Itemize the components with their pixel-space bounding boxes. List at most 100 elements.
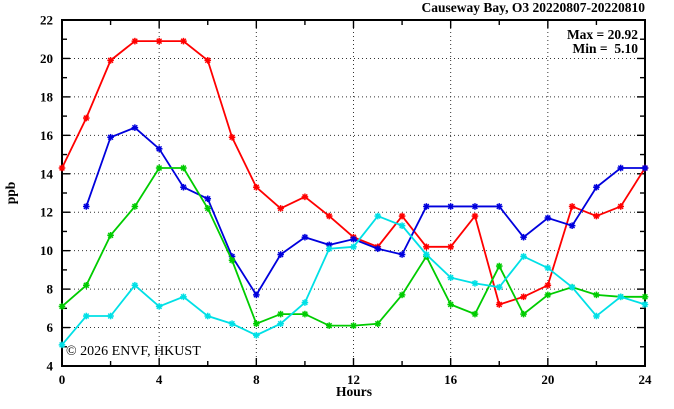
marker-green-line-1 <box>82 281 90 289</box>
marker-blue-line-20 <box>568 222 576 229</box>
marker-blue-line-14 <box>423 203 430 210</box>
marker-stroke <box>544 291 551 298</box>
marker-stroke <box>472 280 478 287</box>
marker-stroke <box>472 213 478 219</box>
marker-stroke <box>156 165 163 171</box>
marker-stroke <box>593 184 600 191</box>
marker-cyan-line-11 <box>325 245 333 253</box>
marker-stroke <box>350 322 357 329</box>
marker-stroke <box>350 243 357 250</box>
marker-stroke <box>642 301 648 308</box>
x-tick-label-4: 4 <box>156 372 163 387</box>
marker-stroke <box>520 293 527 300</box>
marker-blue-line-22 <box>617 164 625 172</box>
marker-red-line-9 <box>277 205 284 212</box>
marker-cyan-line-9 <box>277 320 284 328</box>
x-tick-label-20: 20 <box>541 372 554 387</box>
x-tick-label-16: 16 <box>444 372 458 387</box>
marker-stroke <box>472 203 478 210</box>
marker-cyan-line-7 <box>228 320 236 328</box>
marker-red-line-8 <box>253 183 260 191</box>
marker-stroke <box>447 203 454 210</box>
marker-green-line-13 <box>374 320 382 328</box>
marker-stroke <box>642 293 648 300</box>
marker-stroke <box>131 124 138 131</box>
marker-cyan-line-18 <box>495 283 503 291</box>
marker-stroke <box>277 320 284 327</box>
marker-red-line-0 <box>58 164 66 172</box>
marker-blue-line-11 <box>350 235 357 243</box>
marker-stroke <box>423 203 430 210</box>
marker-stroke <box>277 205 284 212</box>
marker-stroke <box>253 291 260 298</box>
marker-green-line-11 <box>325 322 333 329</box>
marker-stroke <box>204 205 211 212</box>
y-axis-label: ppb <box>3 182 18 205</box>
marker-red-line-10 <box>301 193 309 201</box>
marker-blue-line-15 <box>447 203 454 210</box>
marker-blue-line-17 <box>495 203 503 210</box>
marker-green-line-8 <box>253 320 260 328</box>
marker-stroke <box>107 134 114 141</box>
marker-green-line-5 <box>180 164 187 172</box>
marker-green-line-18 <box>495 262 503 270</box>
y-tick-label-22: 22 <box>40 13 53 28</box>
marker-stroke <box>569 222 576 229</box>
marker-blue-line-8 <box>277 251 284 258</box>
x-axis-label: Hours <box>336 384 372 399</box>
marker-stroke <box>447 301 454 308</box>
marker-blue-line-9 <box>301 233 309 241</box>
y-tick-label-20: 20 <box>40 51 53 66</box>
marker-stroke <box>569 284 576 291</box>
marker-stroke <box>374 245 381 252</box>
marker-stroke <box>301 311 308 318</box>
marker-stroke <box>277 311 284 318</box>
marker-cyan-line-21 <box>568 283 576 291</box>
marker-stroke <box>544 215 551 221</box>
y-tick-label-8: 8 <box>47 282 54 297</box>
marker-green-line-6 <box>204 205 212 212</box>
marker-stroke <box>107 57 114 64</box>
marker-stroke <box>83 282 90 289</box>
marker-stroke <box>496 301 503 308</box>
marker-red-line-16 <box>447 243 454 251</box>
marker-stroke <box>301 234 308 241</box>
y-tick-label-14: 14 <box>40 166 54 181</box>
marker-stroke <box>617 165 624 171</box>
marker-stroke <box>496 203 503 210</box>
marker-cyan-line-3 <box>131 281 139 289</box>
marker-red-line-22 <box>593 212 600 220</box>
marker-green-line-10 <box>301 310 309 318</box>
marker-stroke <box>593 213 600 219</box>
marker-red-line-15 <box>423 243 430 251</box>
marker-stroke <box>520 234 527 241</box>
marker-red-line-7 <box>228 133 236 141</box>
y-tick-label-10: 10 <box>40 243 53 258</box>
marker-green-line-2 <box>107 231 114 239</box>
marker-green-line-17 <box>471 310 479 318</box>
marker-red-line-14 <box>398 212 406 220</box>
marker-cyan-line-10 <box>301 299 309 306</box>
marker-green-line-19 <box>520 310 527 318</box>
marker-stroke <box>83 115 90 121</box>
marker-red-line-11 <box>325 212 333 220</box>
marker-stroke <box>350 236 357 243</box>
marker-green-line-14 <box>398 291 406 299</box>
marker-green-line-12 <box>350 322 357 329</box>
marker-stroke <box>642 165 648 171</box>
marker-red-line-17 <box>471 212 479 220</box>
marker-stroke <box>447 243 454 250</box>
marker-stroke <box>229 257 235 264</box>
marker-stroke <box>520 253 527 260</box>
marker-stroke <box>301 299 308 306</box>
marker-stroke <box>156 38 163 45</box>
marker-blue-line-13 <box>398 251 406 258</box>
x-tick-label-12: 12 <box>347 372 360 387</box>
marker-stroke <box>277 251 284 258</box>
marker-cyan-line-5 <box>180 293 187 301</box>
marker-red-line-2 <box>107 57 114 64</box>
marker-red-line-4 <box>155 37 163 45</box>
marker-cyan-line-6 <box>204 312 212 320</box>
marker-stroke <box>204 57 211 64</box>
marker-green-line-20 <box>544 291 552 299</box>
